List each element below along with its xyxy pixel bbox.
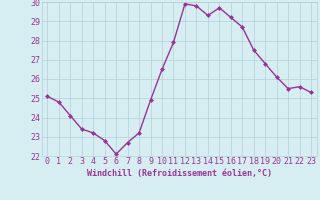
X-axis label: Windchill (Refroidissement éolien,°C): Windchill (Refroidissement éolien,°C) — [87, 169, 272, 178]
